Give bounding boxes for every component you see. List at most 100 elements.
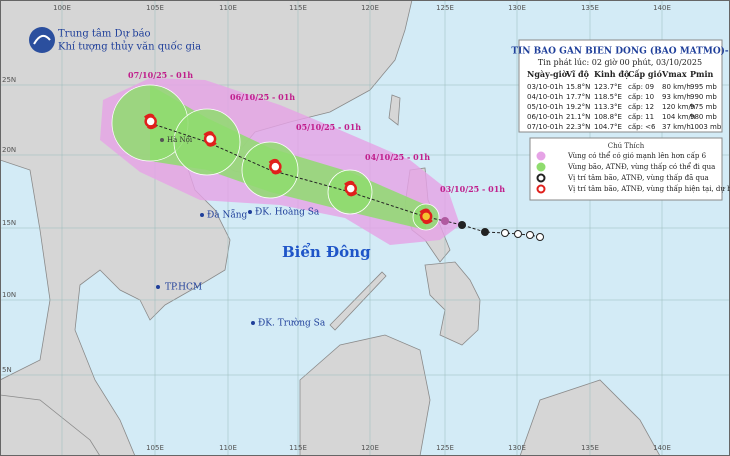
past-center [514, 230, 522, 238]
track-label: 06/10/25 - 01h [230, 92, 295, 102]
agency: Trung tâm Dự báo [58, 29, 151, 40]
table-cell: 104 km/h [662, 113, 695, 121]
lon-label: 120E [361, 444, 379, 452]
table-header: Vmax [661, 69, 687, 79]
table-cell: 06/10-01h [527, 113, 563, 121]
lon-label: 135E [581, 444, 599, 452]
place-dot [156, 285, 160, 289]
table-cell: 05/10-01h [527, 103, 563, 111]
logo [29, 27, 55, 53]
table-cell: 15.8°N [566, 83, 590, 91]
lon-label: 110E [219, 444, 237, 452]
storm-swirl [344, 180, 358, 197]
legend-item: Vị trí tâm bão, ATNĐ, vùng thấp đã qua [567, 173, 709, 182]
table-cell: 80 km/h [662, 83, 691, 91]
table-cell: 04/10-01h [527, 93, 563, 101]
past-center [458, 221, 466, 229]
table-header: Kinh độ [594, 69, 630, 79]
lon-label: 140E [653, 4, 671, 12]
lon-label: 135E [581, 4, 599, 12]
lon-label: 105E [146, 444, 164, 452]
table-cell: cấp: 09 [628, 83, 654, 91]
table-cell: 03/10-01h [527, 83, 563, 91]
legend-swatch [536, 162, 546, 172]
table-cell: 120 km/h [662, 103, 695, 111]
past-center [501, 229, 509, 237]
track-label: 03/10/25 - 01h [440, 184, 505, 194]
table-cell: 123.7°E [594, 83, 622, 91]
lon-label: 140E [653, 444, 671, 452]
storm-swirl [203, 131, 217, 147]
legend-swatch [536, 184, 546, 194]
table-cell: 93 km/h [662, 93, 691, 101]
logo-mark [33, 34, 51, 45]
table-cell: 104.7°E [594, 123, 622, 131]
lon-label: 115E [289, 444, 307, 452]
place-label: ĐK. Hoàng Sa [255, 207, 320, 218]
table-cell: cấp: 11 [628, 113, 654, 121]
table-cell: cấp: <6 [628, 123, 656, 131]
place-label: Đà Nẵng [207, 209, 248, 221]
table-cell: 19.2°N [566, 103, 590, 111]
place-label: Biển Đông [282, 243, 371, 261]
table-header: Vĩ độ [565, 69, 590, 79]
legend-title: Chú Thích [608, 142, 645, 150]
table-cell: 975 mb [690, 103, 717, 111]
legend-swatch [536, 173, 546, 183]
table-cell: 21.1°N [566, 113, 590, 121]
storm-center [203, 132, 217, 146]
table-cell: 980 mb [690, 113, 717, 121]
storm-swirl [268, 158, 282, 175]
lon-label: 115E [289, 4, 307, 12]
bulletin-box [518, 39, 723, 133]
table-header: Cấp gió [628, 69, 663, 79]
visayas-mindanao [424, 261, 481, 346]
lat-label: 25N [2, 76, 16, 84]
storm-swirl [144, 113, 158, 130]
storm-center [144, 115, 157, 128]
lon-label: 125E [436, 4, 454, 12]
lon-label: 105E [146, 4, 164, 12]
table-cell: 990 mb [690, 93, 717, 101]
table-cell: 113.3°E [594, 103, 622, 111]
storm-center [344, 182, 357, 195]
track-label: 05/10/25 - 01h [296, 122, 361, 132]
place-dot [200, 213, 204, 217]
table-header: Pmin [690, 69, 714, 79]
track-label: 07/10/25 - 01h [128, 70, 193, 80]
lon-label: 110E [219, 4, 237, 12]
lon-label: 130E [508, 4, 526, 12]
place-label: ĐK. Trường Sa [258, 318, 326, 329]
cone-circle [241, 141, 299, 199]
legend-item: Vùng bão, ATNĐ, vùng thấp có thể đi qua [567, 162, 715, 171]
past-center [481, 228, 489, 236]
bulletin-title: TIN BAO GAN BIEN DONG (BAO MATMO)- [511, 46, 729, 57]
lon-label: 130E [508, 444, 526, 452]
table-cell: 995 mb [690, 83, 717, 91]
taiwan [388, 94, 401, 126]
place-dot [251, 321, 255, 325]
palawan [329, 271, 387, 331]
place-dot [160, 138, 164, 142]
storm-swirl [419, 208, 433, 225]
lat-label: 20N [2, 146, 16, 154]
table-cell: 22.3°N [566, 123, 590, 131]
lon-label: 120E [361, 4, 379, 12]
past-positions [441, 217, 544, 241]
table-header: Ngày-giờ [527, 69, 568, 79]
past-center [526, 231, 534, 239]
legend-item: Vùng có thể có gió mạnh lên hơn cấp 6 [567, 151, 707, 160]
bulletin-issued: Tin phát lúc: 02 giờ 00 phút, 03/10/2025 [538, 58, 702, 67]
lon-label: 100E [53, 4, 71, 12]
legend-box [529, 137, 723, 201]
table-cell: 118.5°E [594, 93, 622, 101]
table-cell: 1003 mb [690, 123, 722, 131]
legend-swatch [536, 151, 546, 161]
table-cell: cấp: 12 [628, 103, 654, 111]
legend-item: Vị trí tâm bão, ATNĐ, vùng thấp hiện tại… [567, 184, 730, 193]
place-label: TP.HCM [165, 283, 202, 293]
place-dot [248, 210, 252, 214]
past-center [441, 217, 449, 225]
